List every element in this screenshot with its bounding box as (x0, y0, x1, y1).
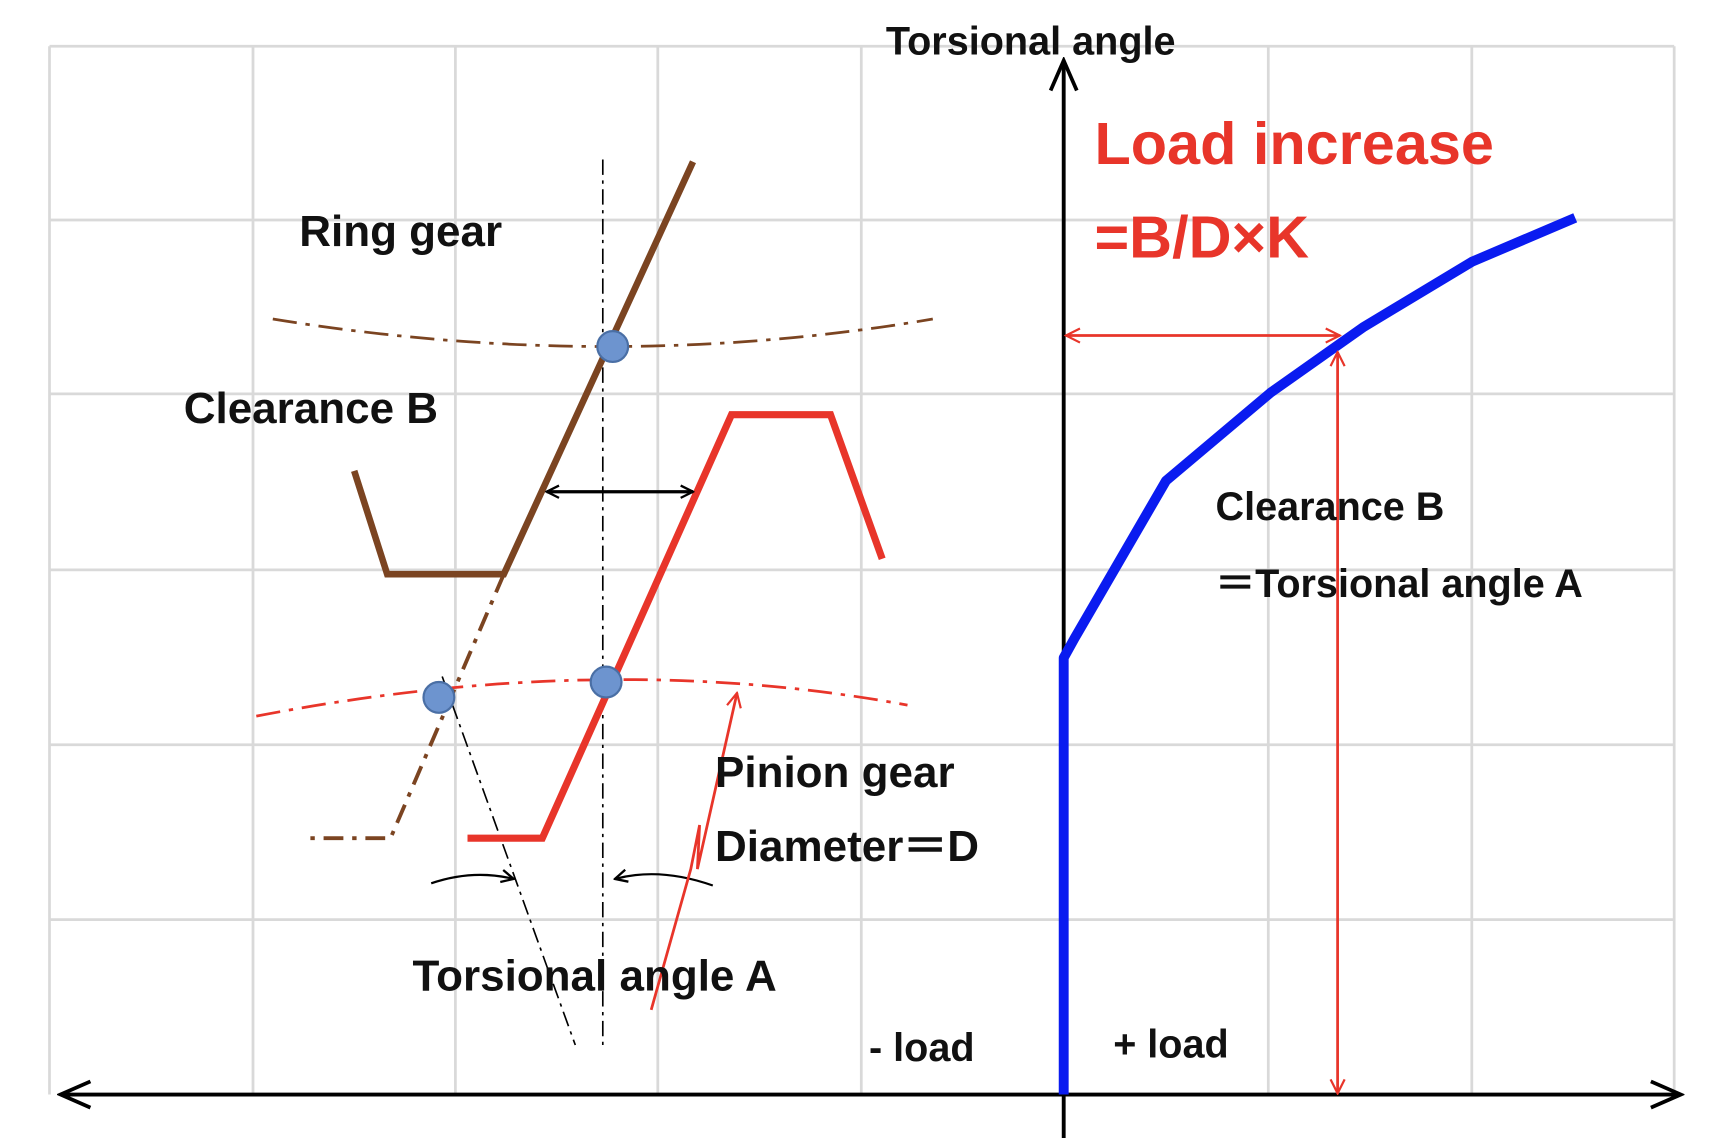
ring-tooth-ghost (305, 573, 506, 841)
grid (48, 44, 1676, 1095)
diameter-label: Diameter＝D (715, 822, 979, 871)
y-axis-label: Torsional angle (886, 19, 1176, 63)
pinion-arc (256, 678, 908, 718)
formula-line: Load increase (1094, 110, 1493, 177)
pinion-label: Pinion gear (715, 748, 955, 797)
angle-arrow (615, 874, 714, 887)
diameter-pointer (649, 693, 737, 1011)
clearance-label: Clearance B (184, 384, 438, 433)
formula-line: =B/D×K (1094, 204, 1309, 271)
contact-point (422, 680, 456, 714)
ring-label: Ring gear (299, 207, 502, 256)
slant-line (441, 676, 577, 1046)
contact-point (589, 665, 623, 699)
load-curve (1058, 213, 1578, 1095)
curve-label: ＝Torsional angle A (1216, 562, 1583, 606)
contact-point (596, 330, 630, 364)
curve-label: Clearance B (1216, 485, 1445, 529)
neg-load-label: - load (869, 1026, 975, 1070)
ring-tooth (351, 160, 696, 578)
pos-load-label: + load (1113, 1023, 1229, 1067)
pinion-tooth (467, 411, 886, 842)
angle-label: Torsional angle A (413, 952, 777, 1001)
angle-arrow (430, 875, 514, 885)
